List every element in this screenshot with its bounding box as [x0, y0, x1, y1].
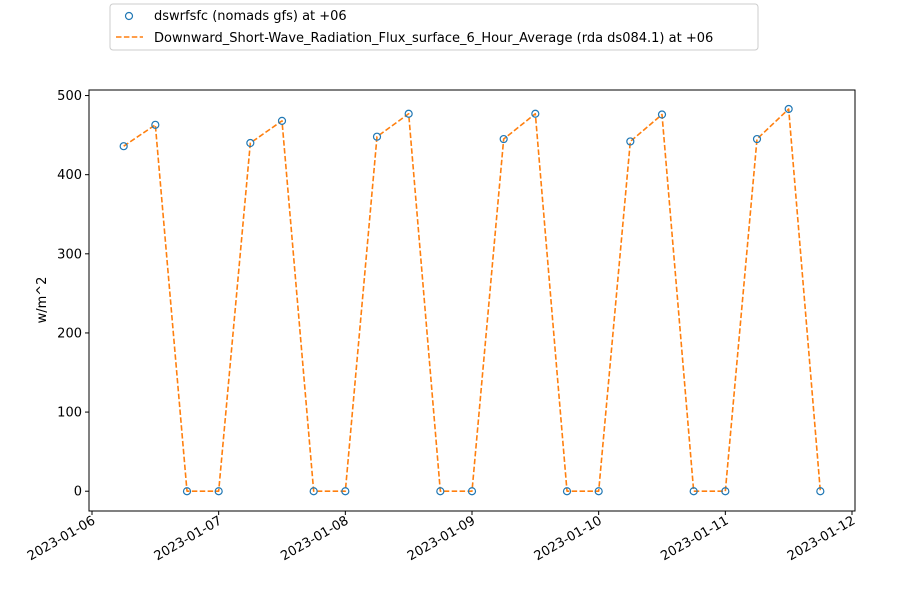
data-point	[341, 487, 350, 496]
series-points-group	[119, 104, 825, 496]
legend-label-series-0: dswrfsfc (nomads gfs) at +06	[154, 9, 347, 24]
series-line	[123, 108, 822, 493]
y-tick-label: 400	[57, 168, 82, 183]
data-point	[436, 487, 445, 496]
legend: dswrfsfc (nomads gfs) at +06 Downward_Sh…	[109, 3, 759, 51]
data-point	[214, 487, 223, 496]
data-point	[784, 104, 793, 114]
data-point	[721, 487, 730, 496]
data-point	[752, 134, 762, 144]
legend-marker-scatter	[124, 11, 134, 21]
data-point	[277, 116, 287, 125]
data-point	[372, 132, 382, 141]
y-tick-label: 200	[57, 326, 82, 341]
data-point	[246, 138, 255, 148]
y-axis: 0 100 200 300 400 500	[57, 89, 89, 500]
data-point	[657, 110, 667, 119]
data-point	[816, 487, 825, 496]
data-point	[404, 109, 413, 118]
data-point	[626, 137, 635, 146]
y-tick-label: 0	[74, 485, 82, 500]
legend-box	[109, 3, 759, 51]
data-point	[689, 487, 698, 496]
data-point	[594, 487, 603, 496]
data-point	[151, 120, 160, 129]
data-point	[309, 487, 318, 496]
data-point	[467, 487, 477, 496]
y-tick-label: 300	[57, 247, 82, 262]
y-axis-label: w/m^2	[35, 277, 50, 324]
y-tick-label: 100	[57, 406, 82, 421]
data-point	[562, 487, 572, 496]
legend-label-series-1: Downward_Short-Wave_Radiation_Flux_surfa…	[154, 31, 713, 46]
data-point	[499, 134, 508, 144]
data-point	[531, 109, 540, 118]
y-tick-label: 500	[57, 89, 82, 104]
series-line-group	[123, 108, 822, 493]
data-point	[182, 487, 192, 496]
data-point	[119, 142, 128, 151]
